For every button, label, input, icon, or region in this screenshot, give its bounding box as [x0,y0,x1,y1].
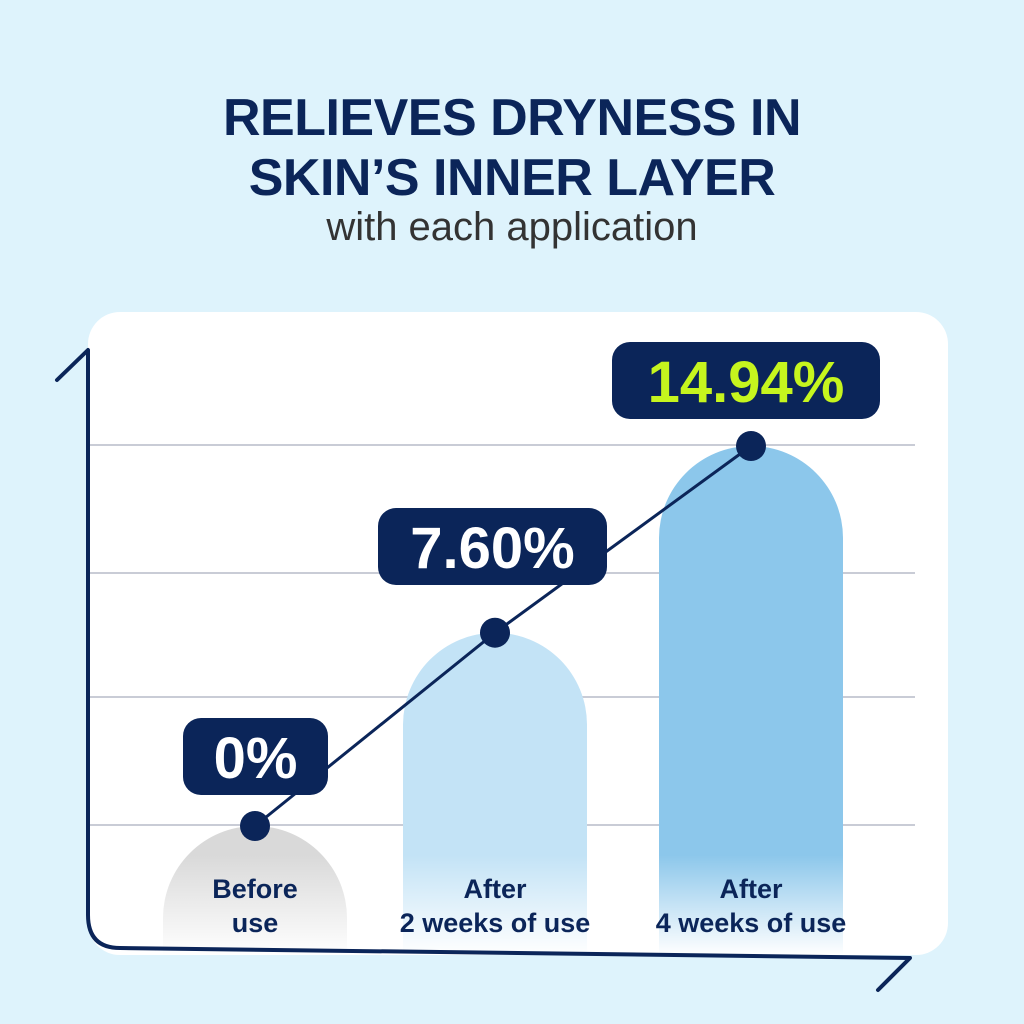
bar [659,446,843,955]
category-label: After [719,874,782,904]
category-label: Before [212,874,298,904]
data-label-box [612,342,880,419]
data-label: 14.94% [648,350,845,415]
data-label-box [183,718,328,795]
title-line-2: SKIN’S INNER LAYER [248,149,776,207]
data-label-box [378,508,607,585]
data-point [736,431,766,461]
category-label: use [232,908,279,938]
category-label: 2 weeks of use [400,908,591,938]
data-point [240,811,270,841]
data-point [480,617,510,648]
category-label: 4 weeks of use [656,908,847,938]
subtitle: with each application [326,205,698,249]
axes [55,348,912,992]
category-label: After [463,874,526,904]
data-label: 0% [214,726,298,791]
title-line-1: RELIEVES DRYNESS IN [222,89,802,147]
data-label: 7.60% [410,516,574,581]
bar-bottom-fade [150,855,870,955]
